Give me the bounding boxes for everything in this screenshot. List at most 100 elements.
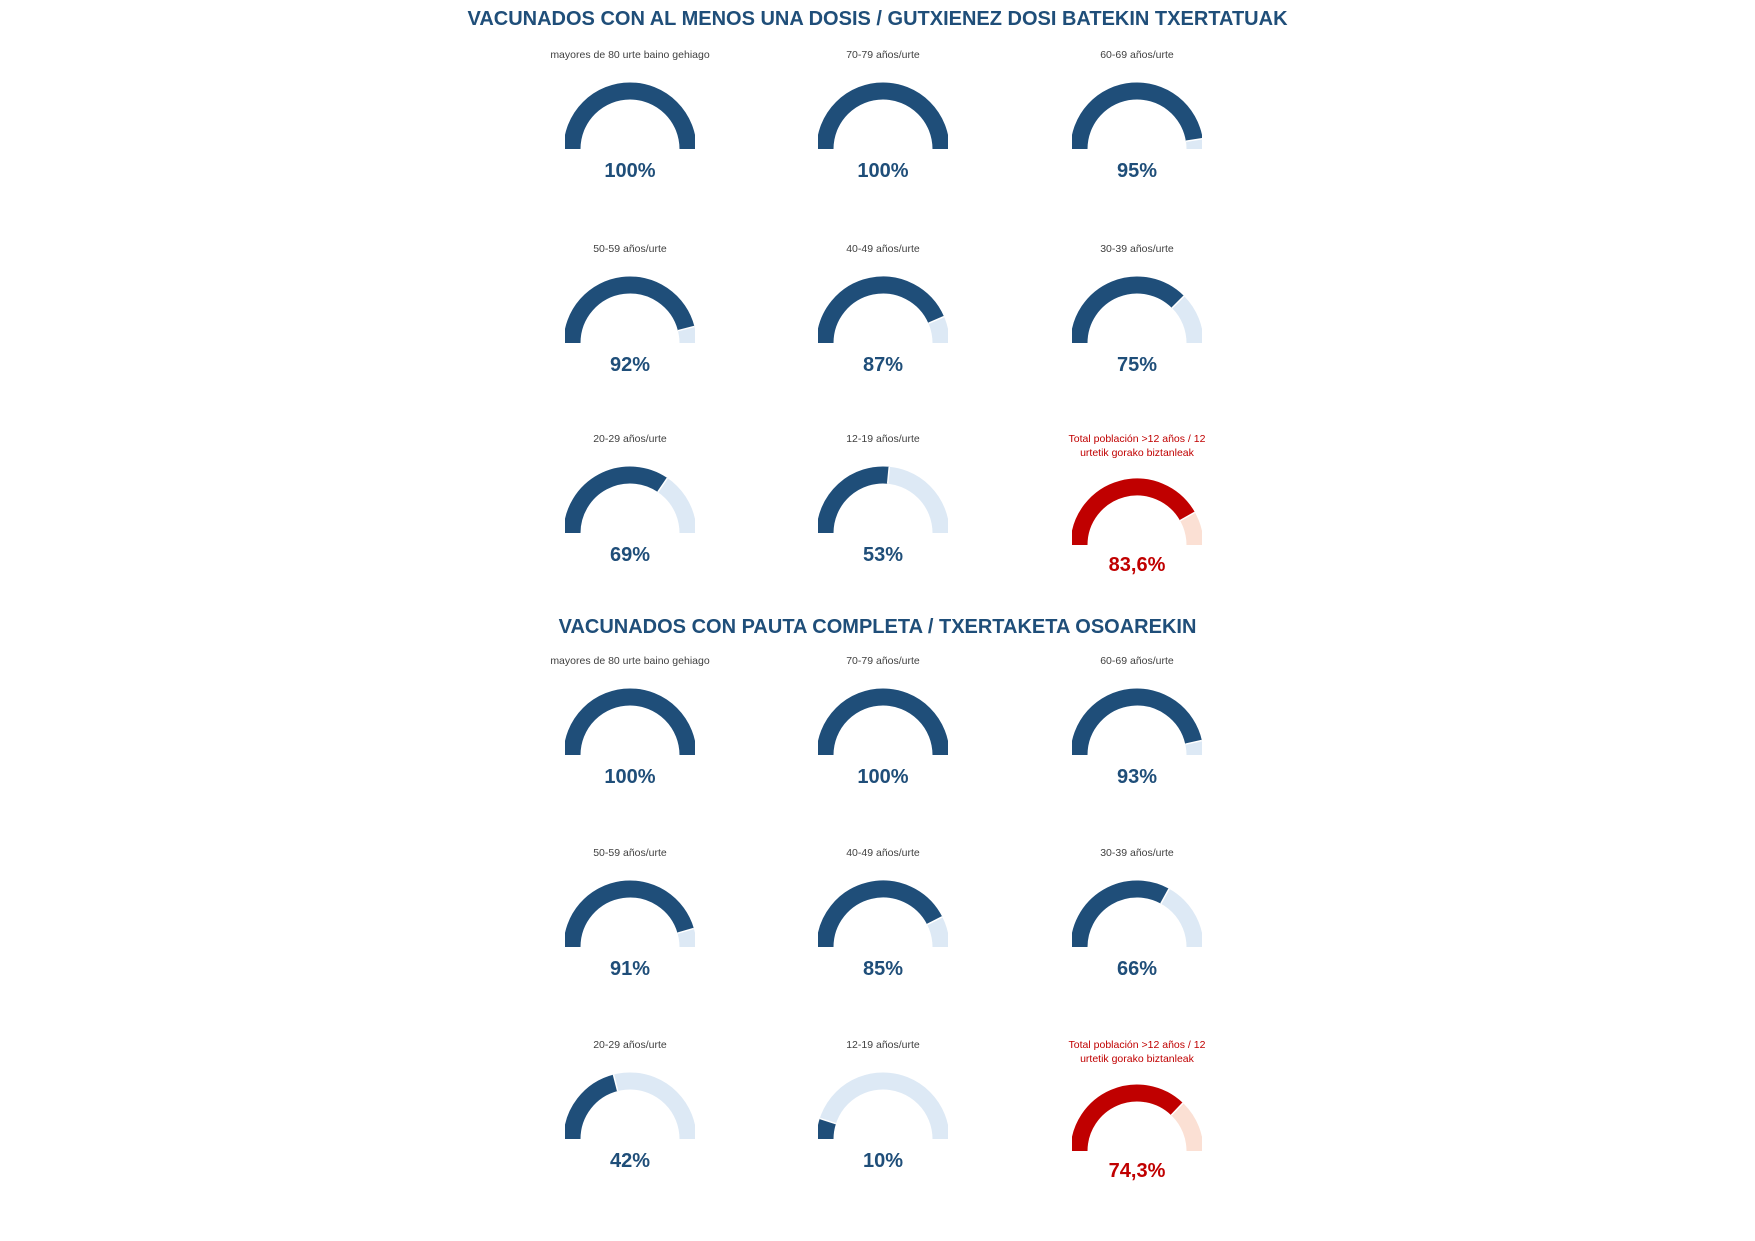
gauge-arc-chart	[565, 688, 695, 756]
gauge-arc-chart	[1072, 688, 1202, 756]
gauge-fill	[565, 276, 695, 344]
gauge-label: 40-49 años/urte	[846, 847, 920, 859]
gauge-label: mayores de 80 urte baino gehiago	[550, 49, 710, 61]
gauge-label: 70-79 años/urte	[846, 655, 920, 667]
gauge-arc-chart	[818, 82, 948, 150]
gauge-track	[818, 1072, 948, 1140]
gauge-label: mayores de 80 urte baino gehiago	[550, 655, 710, 667]
gauge-label: 20-29 años/urte	[593, 1039, 667, 1051]
gauge-fill	[565, 1074, 619, 1140]
gauge-separator	[1170, 1102, 1184, 1116]
gauge-separator	[1185, 739, 1202, 745]
gauge-label: Total población >12 años / 12 urtetik go…	[1068, 1039, 1206, 1065]
gauge-label: 30-39 años/urte	[1100, 847, 1174, 859]
gauge-separator	[612, 1074, 619, 1092]
gauge-value: 53%	[862, 544, 904, 566]
gauge-age-5: 30-39 años/urte 75%	[1017, 242, 1257, 402]
gauge-separator	[819, 1117, 837, 1125]
gauge-age-2: 60-69 años/urte 93%	[1017, 654, 1257, 814]
gauge-value: 69%	[609, 544, 651, 566]
gauge-value: 95%	[1116, 160, 1158, 182]
gauge-total: Total población >12 años / 12 urtetik go…	[1017, 1038, 1257, 1198]
gauge-age-6: 20-29 años/urte 69%	[510, 432, 750, 592]
gauge-label: 12-19 años/urte	[846, 433, 920, 445]
gauge-age-7: 12-19 años/urte 10%	[763, 1038, 1003, 1198]
gauge-separator	[1185, 137, 1202, 143]
gauge-value: 74,3%	[1108, 1160, 1166, 1182]
gauge-arc-chart	[818, 880, 948, 948]
gauge-fill	[818, 82, 948, 150]
gauge-value: 100%	[857, 160, 909, 182]
gauge-value: 85%	[862, 958, 904, 980]
gauge-value: 93%	[1116, 766, 1158, 788]
gauge-label: 60-69 años/urte	[1100, 49, 1174, 61]
gauge-age-3: 50-59 años/urte 91%	[510, 846, 750, 1006]
gauge-value: 100%	[604, 160, 656, 182]
gauge-arc-chart	[1072, 82, 1202, 150]
gauge-age-1: 70-79 años/urte 100%	[763, 654, 1003, 814]
gauge-arc-chart	[1072, 276, 1202, 344]
gauge-age-3: 50-59 años/urte 92%	[510, 242, 750, 402]
gauge-label: 40-49 años/urte	[846, 243, 920, 255]
gauge-fill	[565, 466, 668, 534]
gauge-fill	[818, 466, 890, 534]
gauge-value: 100%	[857, 766, 909, 788]
gauge-value: 92%	[609, 354, 651, 376]
gauge-value: 42%	[609, 1150, 651, 1172]
gauge-separator	[657, 477, 669, 493]
gauge-value: 66%	[1116, 958, 1158, 980]
gauge-separator	[886, 466, 891, 484]
gauge-arc-chart	[818, 688, 948, 756]
section-title-first-dose: VACUNADOS CON AL MENOS UNA DOSIS / GUTXI…	[467, 8, 1288, 30]
gauge-value: 83,6%	[1108, 554, 1166, 576]
gauge-arc-chart	[565, 276, 695, 344]
gauge-label: Total población >12 años / 12 urtetik go…	[1068, 433, 1206, 459]
gauge-fill	[818, 276, 945, 344]
gauge-label: 30-39 años/urte	[1100, 243, 1174, 255]
gauge-fill	[818, 1118, 837, 1140]
gauge-separator	[677, 325, 695, 332]
gauge-label: 50-59 años/urte	[593, 243, 667, 255]
gauge-age-7: 12-19 años/urte 53%	[763, 432, 1003, 592]
gauge-arc-chart	[1072, 1084, 1202, 1152]
gauge-arc-chart	[565, 880, 695, 948]
gauge-separator	[1179, 511, 1196, 522]
gauge-arc-chart	[818, 276, 948, 344]
gauge-value: 10%	[862, 1150, 904, 1172]
gauge-fill	[565, 82, 695, 150]
gauge-separator	[1160, 888, 1170, 904]
gauge-fill	[1072, 82, 1202, 150]
gauge-separator	[677, 927, 695, 934]
gauge-age-0: mayores de 80 urte baino gehiago 100%	[510, 48, 750, 208]
gauge-fill	[1072, 478, 1195, 546]
section-title-full-schedule: VACUNADOS CON PAUTA COMPLETA / TXERTAKET…	[558, 616, 1197, 638]
gauge-value: 87%	[862, 354, 904, 376]
gauge-age-0: mayores de 80 urte baino gehiago 100%	[510, 654, 750, 814]
gauge-arc-chart	[565, 1072, 695, 1140]
gauge-label: 12-19 años/urte	[846, 1039, 920, 1051]
gauge-fill	[1072, 880, 1170, 948]
gauge-age-1: 70-79 años/urte 100%	[763, 48, 1003, 208]
gauge-fill	[818, 880, 943, 948]
gauge-label: 70-79 años/urte	[846, 49, 920, 61]
gauge-fill	[1072, 276, 1185, 344]
gauge-value: 100%	[604, 766, 656, 788]
gauge-separator	[928, 315, 945, 325]
gauge-value: 91%	[609, 958, 651, 980]
gauge-fill	[565, 688, 695, 756]
gauge-fill	[818, 688, 948, 756]
gauge-label: 50-59 años/urte	[593, 847, 667, 859]
gauge-age-6: 20-29 años/urte 42%	[510, 1038, 750, 1198]
gauge-age-5: 30-39 años/urte 66%	[1017, 846, 1257, 1006]
gauge-arc-chart	[565, 466, 695, 534]
gauge-fill	[1072, 688, 1202, 756]
gauge-value: 75%	[1116, 354, 1158, 376]
gauge-age-4: 40-49 años/urte 85%	[763, 846, 1003, 1006]
gauge-age-4: 40-49 años/urte 87%	[763, 242, 1003, 402]
gauge-arc-chart	[818, 1072, 948, 1140]
gauge-separator	[926, 916, 943, 926]
gauge-fill	[565, 880, 694, 948]
gauge-arc-chart	[565, 82, 695, 150]
gauge-age-2: 60-69 años/urte 95%	[1017, 48, 1257, 208]
gauge-total: Total población >12 años / 12 urtetik go…	[1017, 432, 1257, 592]
